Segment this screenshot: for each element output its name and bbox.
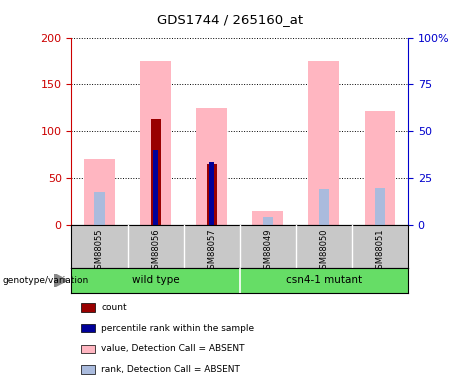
Text: genotype/variation: genotype/variation [2,276,89,285]
Text: GSM88056: GSM88056 [151,228,160,274]
Text: wild type: wild type [132,275,179,285]
Bar [95,192,105,225]
Bar [207,194,217,225]
Text: GSM88050: GSM88050 [319,228,328,274]
Bar [365,111,396,225]
Text: GSM88057: GSM88057 [207,228,216,274]
Polygon shape [54,273,67,287]
Bar [151,188,160,225]
Text: percentile rank within the sample: percentile rank within the sample [101,324,254,333]
Bar [140,61,171,225]
Text: GSM88055: GSM88055 [95,228,104,274]
Bar [207,164,217,225]
Bar [153,150,159,225]
Bar [263,217,273,225]
Text: GSM88049: GSM88049 [263,228,272,274]
Bar [84,159,115,225]
Bar [252,211,283,225]
Bar [209,162,214,225]
Bar [375,188,385,225]
Bar [319,189,329,225]
Bar [308,61,339,225]
Text: count: count [101,303,127,312]
Text: csn4-1 mutant: csn4-1 mutant [286,275,362,285]
Text: value, Detection Call = ABSENT: value, Detection Call = ABSENT [101,344,245,353]
Bar [151,119,160,225]
Text: rank, Detection Call = ABSENT: rank, Detection Call = ABSENT [101,365,240,374]
Text: GDS1744 / 265160_at: GDS1744 / 265160_at [158,13,303,26]
Bar [196,108,227,225]
Text: GSM88051: GSM88051 [375,228,384,274]
